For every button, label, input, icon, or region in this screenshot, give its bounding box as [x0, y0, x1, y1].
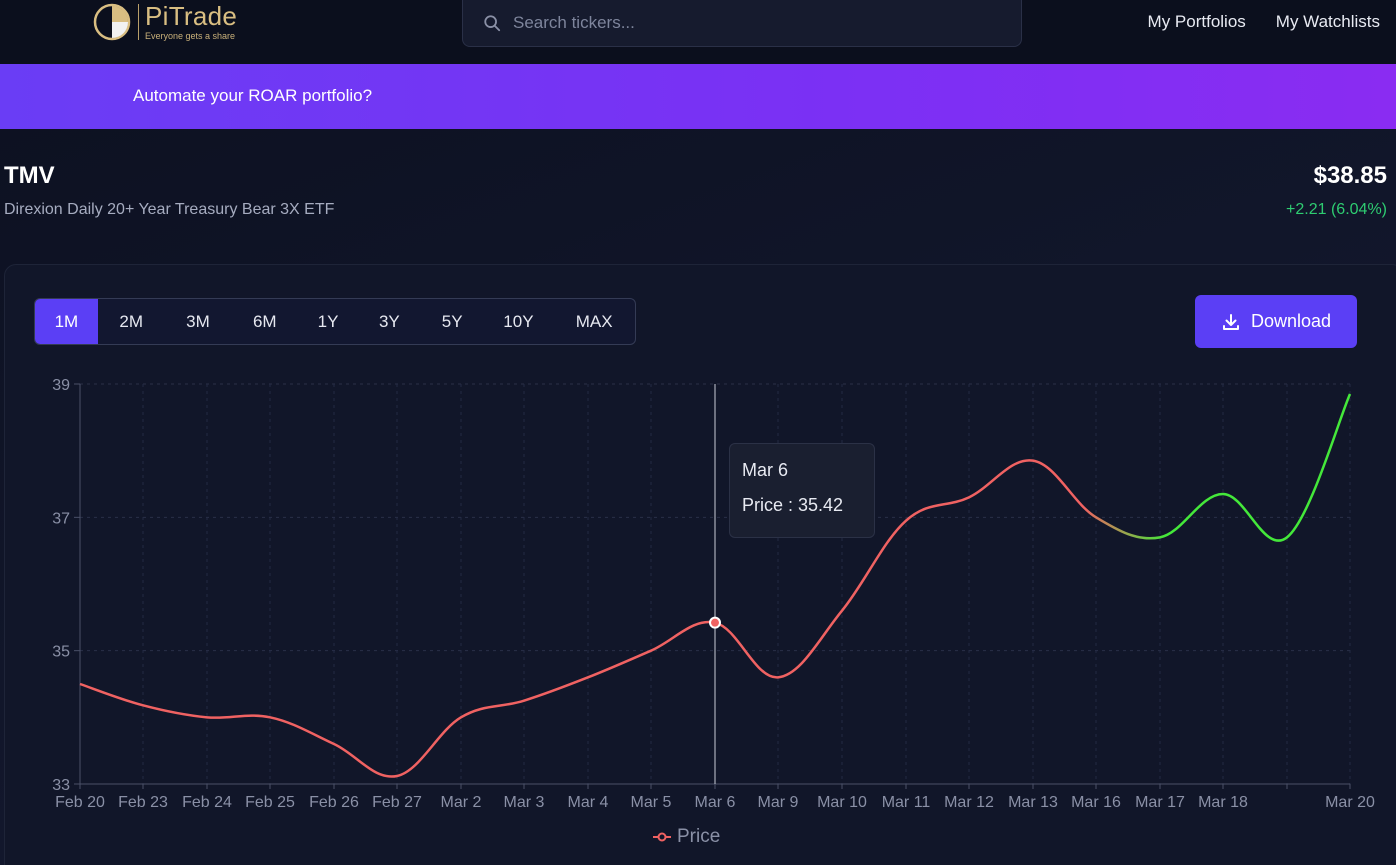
data-point[interactable]	[1154, 531, 1166, 543]
data-point[interactable]	[391, 770, 403, 782]
data-point[interactable]	[518, 695, 530, 707]
chart-card	[4, 264, 1396, 865]
data-point[interactable]	[582, 671, 594, 683]
current-price: $38.85	[1313, 162, 1387, 189]
data-point[interactable]	[645, 645, 657, 657]
range-max[interactable]: MAX	[575, 311, 613, 331]
range-3y[interactable]: 3Y	[378, 311, 400, 331]
fund-name: Direxion Daily 20+ Year Treasury Bear 3X…	[4, 201, 335, 218]
top-header: PiTrade Everyone gets a share My Portfol…	[0, 0, 1396, 64]
data-point[interactable]	[709, 617, 721, 629]
nav-my-watchlists[interactable]: My Watchlists	[1275, 12, 1380, 31]
logo-name: PiTrade	[145, 1, 238, 31]
range-5y[interactable]: 5Y	[441, 311, 463, 331]
data-point[interactable]	[1027, 455, 1039, 467]
range-3m[interactable]: 3M	[186, 311, 210, 331]
data-point[interactable]	[74, 678, 86, 690]
data-point[interactable]	[1217, 488, 1229, 500]
download-icon	[1222, 313, 1239, 330]
logo-tagline: Everyone gets a share	[145, 31, 236, 41]
banner-text: Automate your ROAR portfolio?	[133, 86, 373, 105]
data-point[interactable]	[328, 738, 340, 750]
download-button[interactable]: Download	[1195, 295, 1357, 348]
nav-my-portfolios[interactable]: My Portfolios	[1147, 12, 1246, 31]
range-1m[interactable]: 1M	[35, 299, 98, 344]
ticker-symbol: TMV	[4, 162, 55, 189]
data-point[interactable]	[201, 711, 213, 723]
data-point[interactable]	[455, 711, 467, 723]
data-point[interactable]	[1344, 388, 1356, 400]
logo-divider	[138, 4, 139, 40]
price-change: +2.21 (6.04%)	[1286, 201, 1387, 218]
tooltip-price: Price : 35.42	[742, 495, 844, 515]
search-input[interactable]	[513, 13, 993, 33]
legend-line-marker-icon	[653, 832, 671, 842]
pi-logo-icon	[93, 3, 131, 41]
data-point[interactable]	[1090, 511, 1102, 523]
logo-text: PiTrade Everyone gets a share	[145, 3, 237, 41]
legend-label: Price	[677, 826, 721, 847]
range-selector: 1M 2M 3M 6M 1Y 3Y 5Y 10Y MAX	[34, 298, 636, 345]
range-10y[interactable]: 10Y	[503, 311, 534, 331]
search-icon	[484, 15, 501, 32]
main-nav: My Portfolios My Watchlists	[1148, 12, 1380, 32]
search-bar	[462, 0, 1022, 47]
logo[interactable]: PiTrade Everyone gets a share	[92, 0, 237, 44]
data-point[interactable]	[264, 711, 276, 723]
chart-legend[interactable]: Price	[653, 826, 720, 848]
data-point[interactable]	[1281, 531, 1293, 543]
data-point[interactable]	[836, 605, 848, 617]
data-point[interactable]	[963, 491, 975, 503]
range-2m[interactable]: 2M	[119, 311, 143, 331]
download-label: Download	[1250, 311, 1332, 331]
data-point[interactable]	[772, 671, 784, 683]
tooltip-date: Mar 6	[742, 460, 789, 480]
range-1y[interactable]: 1Y	[317, 311, 339, 331]
data-point[interactable]	[900, 515, 912, 527]
promo-banner[interactable]: Automate your ROAR portfolio?	[0, 64, 1396, 129]
data-point[interactable]	[137, 699, 149, 711]
chart-tooltip: Mar 6 Price : 35.42	[729, 443, 875, 538]
range-6m[interactable]: 6M	[252, 311, 277, 331]
